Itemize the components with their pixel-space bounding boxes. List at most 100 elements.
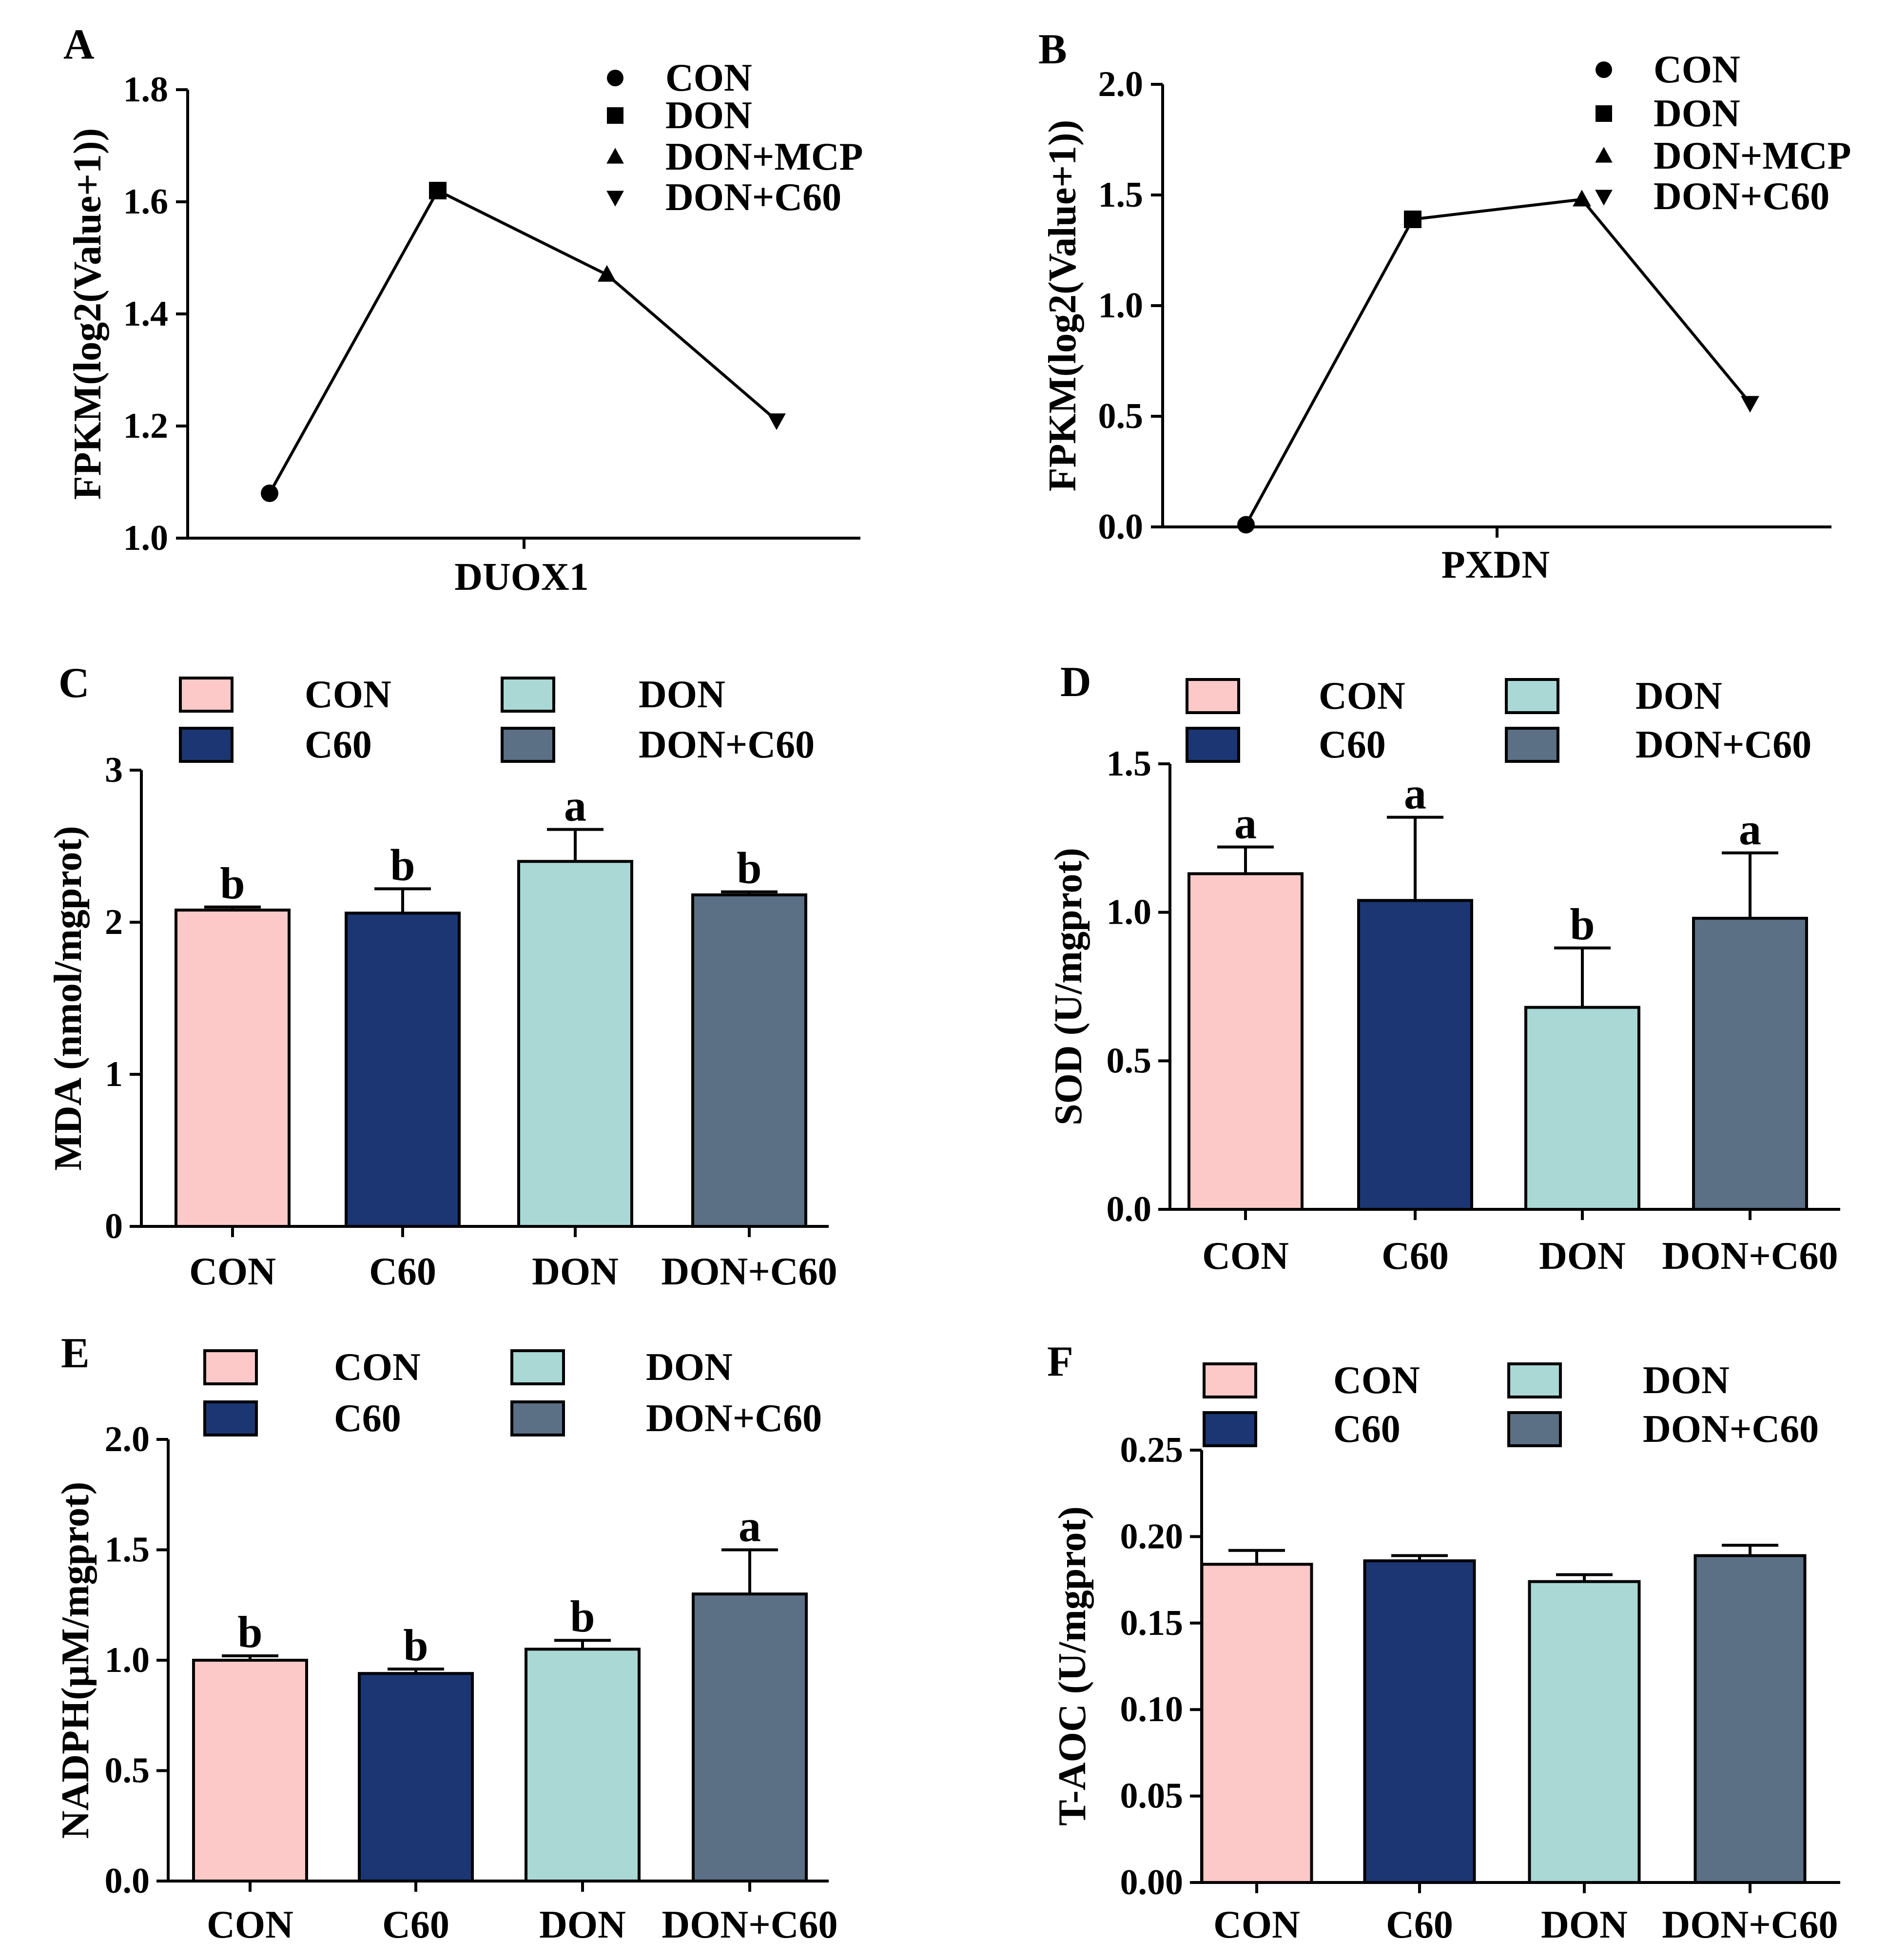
y-axis-label-D: SOD (U/mgprot) [1047,848,1090,1126]
y-axis-label-C: MDA (nmol/mgprot) [47,826,90,1170]
panel-label-f: F [1047,1338,1073,1385]
y-tick-label-B: 0.0 [1098,507,1144,547]
legend-label-E: DON+C60 [646,1397,822,1440]
x-tick-label-C: DON+C60 [661,1250,837,1293]
legend-swatch-D [1505,727,1559,763]
significance-letter-E: a [739,1501,761,1551]
panel-label-a: A [63,21,95,68]
significance-letter-D: a [1404,769,1426,818]
legend-label-D: DON [1635,675,1722,718]
y-tick-label-B: 2.0 [1098,64,1144,104]
bar-E-c60 [358,1672,474,1882]
legend-label-C: DON [639,673,725,716]
significance-letter-D: b [1570,899,1595,949]
legend-label-D: DON+C60 [1635,723,1811,766]
bar-D-don-c60 [1692,916,1808,1211]
bar-C-don [517,860,633,1228]
legend-swatch-D [1186,678,1240,714]
legend-marker-A [607,70,623,86]
legend-marker-A [607,107,623,124]
x-tick-label-F: DON+C60 [1662,1903,1838,1946]
panel-label-d: D [1060,659,1091,706]
x-tick-label-E: DON+C60 [662,1903,837,1946]
legend-swatch-F [1507,1411,1562,1447]
x-tick-label-E: CON [207,1903,293,1946]
legend-swatch-E [203,1400,258,1436]
legend-label-F: DON+C60 [1643,1408,1819,1451]
data-point-A-con [261,485,278,502]
legend-label-F: CON [1333,1359,1420,1402]
legend-marker-A [606,191,624,207]
legend-swatch-F [1203,1411,1257,1447]
bar-C-don-c60 [691,893,807,1228]
y-tick-label-D: 0.5 [1107,1041,1152,1081]
legend-label-E: DON [646,1346,733,1389]
x-tick-label-F: C60 [1386,1903,1453,1946]
legend-label-F: DON [1643,1359,1730,1402]
y-tick-label-D: 0.0 [1107,1189,1152,1229]
y-tick-label-C: 0 [105,1206,123,1246]
legend-label-C: DON+C60 [639,723,815,766]
legend-swatch-C [501,677,555,713]
legend-marker-B [1596,61,1612,78]
y-tick-label-A: 1.8 [123,70,169,110]
bar-C-c60 [345,912,461,1228]
y-tick-label-C: 2 [105,902,123,942]
x-tick-label-E: DON [539,1903,626,1946]
bar-F-don-c60 [1693,1554,1807,1884]
data-point-A-don-c60 [767,413,786,430]
significance-letter-C: b [737,843,761,893]
y-tick-label-E: 0.0 [105,1861,150,1901]
legend-swatch-C [179,677,234,713]
legend-label-A: CON [665,57,752,99]
significance-letter-D: a [1739,804,1761,854]
y-tick-label-B: 1.0 [1098,286,1144,326]
significance-letter-C: b [220,858,245,908]
legend-label-B: DON+C60 [1654,175,1830,218]
legend-label-C: C60 [305,723,372,766]
bar-E-don [525,1648,641,1883]
legend-label-C: CON [305,673,391,716]
y-tick-label-A: 1.4 [123,294,169,334]
legend-swatch-E [510,1349,565,1385]
y-tick-label-D: 1.5 [1107,744,1152,784]
data-point-A-don [429,182,447,199]
series-line-A [268,189,778,494]
significance-letter-C: b [390,840,415,890]
significance-letter-E: b [237,1607,262,1657]
legend-swatch-E [203,1349,258,1385]
y-tick-label-A: 1.2 [123,406,169,446]
series-line-B [1245,197,1752,525]
legend-label-D: C60 [1319,723,1386,766]
y-tick-label-A: 1.6 [123,182,169,222]
legend-swatch-C [179,727,234,763]
data-point-B-don-mcp [1573,190,1591,207]
legend-swatch-F [1507,1362,1562,1398]
significance-letter-E: b [403,1620,428,1670]
panel-label-b: B [1038,26,1067,73]
legend-swatch-E [510,1400,565,1436]
y-tick-label-C: 1 [105,1054,123,1094]
legend-label-B: CON [1654,48,1740,91]
y-tick-label-F: 0.05 [1120,1776,1184,1816]
y-tick-label-E: 0.5 [105,1751,150,1791]
significance-letter-C: a [564,781,586,831]
legend-label-D: CON [1319,675,1405,718]
y-tick-label-B: 0.5 [1098,396,1144,436]
legend-swatch-C [501,727,555,763]
y-tick-label-A: 1.0 [123,518,169,558]
legend-label-F: C60 [1333,1408,1401,1451]
bar-F-con [1200,1563,1313,1884]
legend-marker-B [1595,190,1613,206]
legend-swatch-D [1505,678,1559,714]
y-tick-label-B: 1.5 [1098,175,1144,215]
data-point-B-con [1237,516,1255,534]
y-axis-label-B: FPKM(log2(Value+1)) [1041,120,1084,492]
x-tick-label-D: C60 [1382,1235,1449,1278]
x-tick-label-C: C60 [369,1250,436,1293]
y-tick-label-F: 0.20 [1120,1516,1184,1556]
x-axis-label-A: DUOX1 [454,556,589,599]
x-tick-label-E: C60 [382,1903,449,1946]
x-tick-label-D: DON [1539,1235,1626,1278]
